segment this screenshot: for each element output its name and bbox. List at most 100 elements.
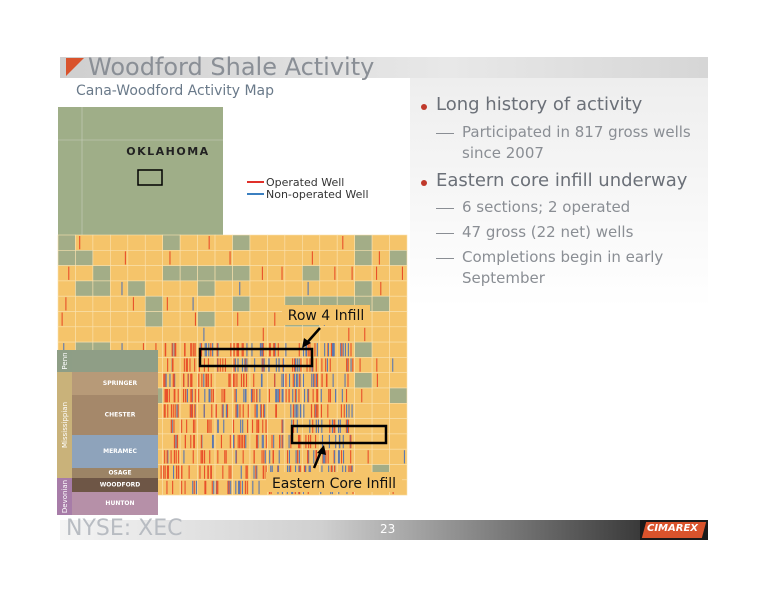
section — [92, 234, 111, 251]
section — [92, 250, 111, 266]
section — [249, 372, 268, 389]
section — [249, 295, 268, 312]
section — [214, 234, 233, 251]
section — [354, 250, 373, 266]
section — [389, 265, 408, 282]
section — [144, 265, 164, 282]
section — [197, 311, 216, 328]
formation-band — [72, 468, 158, 478]
section — [371, 448, 390, 465]
formation-label: WOODFORD — [100, 482, 141, 489]
section — [162, 234, 181, 251]
section — [267, 326, 286, 343]
section — [127, 234, 146, 251]
logo-box: CIMAREX — [640, 520, 708, 540]
period-label: Penn — [61, 352, 69, 369]
section — [127, 250, 146, 266]
section — [214, 402, 233, 419]
section — [389, 280, 408, 297]
section — [232, 234, 251, 251]
section — [162, 479, 181, 496]
section — [232, 250, 251, 266]
section — [354, 265, 373, 282]
dash — [436, 258, 454, 259]
section — [249, 250, 268, 266]
section — [232, 280, 251, 297]
section — [162, 357, 181, 373]
section — [232, 295, 251, 312]
annotation-bg — [282, 305, 370, 325]
section — [249, 433, 268, 450]
footer-bar — [60, 520, 640, 540]
section — [371, 265, 390, 282]
section — [354, 234, 373, 251]
section — [354, 341, 373, 358]
section — [179, 372, 198, 389]
section — [354, 372, 373, 389]
formation-band — [72, 478, 158, 492]
section — [354, 433, 373, 450]
section — [179, 265, 198, 282]
annotation: Eastern Core Infill — [272, 476, 396, 492]
section — [57, 311, 76, 328]
section — [249, 265, 268, 282]
bullet-text: Eastern core infill underway — [436, 170, 688, 191]
formation-band — [72, 492, 158, 515]
section — [92, 265, 111, 282]
section — [232, 311, 251, 328]
section — [371, 372, 390, 389]
section — [162, 265, 181, 282]
section — [92, 280, 111, 297]
section — [214, 295, 233, 312]
section — [249, 234, 268, 251]
section — [110, 311, 129, 328]
section — [162, 280, 181, 297]
section — [127, 295, 146, 312]
section — [232, 265, 251, 282]
section — [354, 326, 373, 343]
section — [197, 448, 216, 465]
section — [179, 234, 198, 251]
section — [319, 250, 338, 266]
section — [319, 326, 338, 343]
dash — [436, 133, 454, 134]
infill-box — [290, 424, 388, 445]
period-label: Mississippian — [61, 402, 69, 448]
section — [144, 234, 164, 251]
dash — [436, 233, 454, 234]
section — [162, 295, 181, 312]
section — [214, 464, 233, 481]
section — [214, 280, 233, 297]
section — [389, 295, 408, 312]
section — [371, 341, 390, 358]
bullet-text: Long history of activity — [436, 94, 643, 115]
sub-bullet: 6 sections; 2 operated — [462, 198, 631, 216]
section — [197, 418, 216, 435]
section — [389, 433, 408, 450]
formation-label: MERAMEC — [103, 448, 137, 455]
formation-band — [72, 350, 158, 372]
section — [179, 295, 198, 312]
section — [197, 234, 216, 251]
period-band — [57, 372, 72, 478]
section — [319, 280, 338, 297]
section — [371, 311, 390, 328]
period-band — [57, 350, 72, 372]
formation-label: SPRINGER — [103, 380, 138, 387]
state-map — [58, 107, 223, 237]
section — [179, 479, 198, 496]
section — [75, 295, 94, 312]
section — [284, 234, 303, 251]
section — [127, 280, 146, 297]
section — [389, 234, 408, 251]
section — [162, 326, 181, 343]
state-label: OKLAHOMA — [126, 145, 209, 158]
section — [249, 311, 268, 328]
annotation: Row 4 Infill — [288, 308, 365, 324]
section — [336, 280, 355, 297]
section — [57, 295, 76, 312]
section — [389, 250, 408, 266]
section — [389, 311, 408, 328]
logo: CIMAREX — [647, 523, 698, 534]
section — [232, 326, 251, 343]
